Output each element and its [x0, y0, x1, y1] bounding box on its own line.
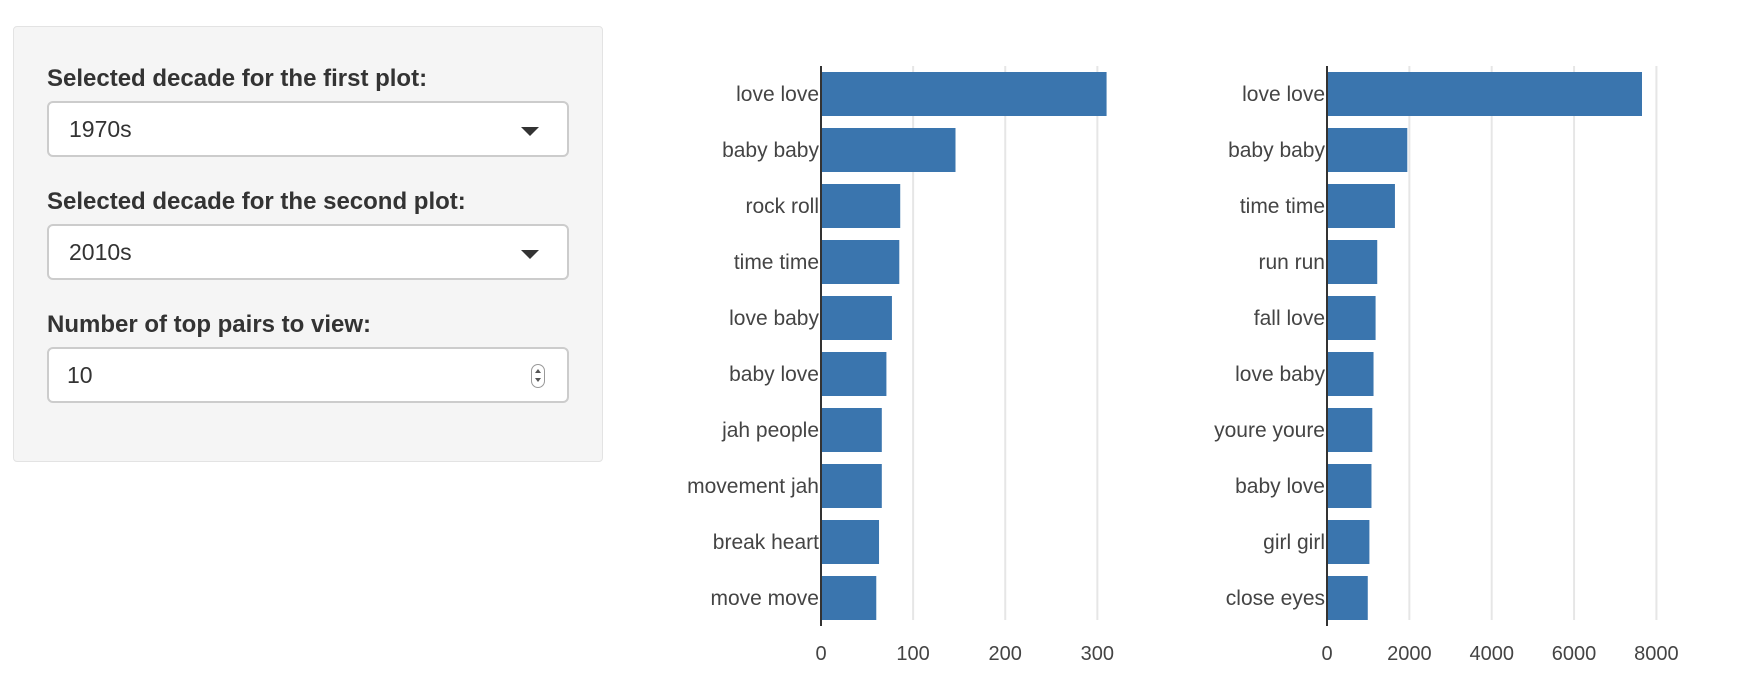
- category-label: move move: [710, 587, 819, 610]
- first-plot-decade-select[interactable]: 1970s: [47, 101, 569, 157]
- first-decade-chart-svg: love love baby baby rock roll time time love…: [687, 66, 1114, 665]
- x-tick-label: 4000: [1469, 643, 1514, 665]
- x-tick-label: 8000: [1634, 643, 1679, 665]
- bar-rock-roll: [821, 184, 901, 228]
- category-label: love baby: [1235, 363, 1325, 386]
- bar-run-run: [1327, 240, 1378, 284]
- bar-baby-love: [821, 352, 887, 396]
- category-label: baby baby: [1228, 139, 1325, 162]
- category-label: baby love: [1235, 475, 1325, 498]
- category-label: time time: [1240, 195, 1325, 218]
- category-label: jah people: [721, 419, 819, 442]
- bar-baby-love: [1327, 464, 1372, 508]
- bar-baby-baby: [1327, 128, 1408, 172]
- x-tick-label: 6000: [1552, 643, 1597, 665]
- spin-down-icon[interactable]: [535, 378, 541, 382]
- bar-baby-baby: [821, 128, 956, 172]
- bar-love-love: [1327, 72, 1642, 116]
- bar-girl-girl: [1327, 520, 1370, 564]
- second-decade-bar-chart: love love baby baby time time run run fall l…: [1160, 0, 1680, 688]
- bar-jah-people: [821, 408, 882, 452]
- number-spinner-icon[interactable]: [531, 364, 545, 388]
- x-tick-label: 200: [989, 643, 1022, 665]
- category-label: girl girl: [1263, 531, 1325, 554]
- bar-love-baby: [821, 296, 892, 340]
- spin-up-icon[interactable]: [535, 369, 541, 373]
- category-label: youre youre: [1214, 419, 1325, 442]
- category-label: baby baby: [722, 139, 819, 162]
- x-tick-label: 0: [1321, 643, 1332, 665]
- category-label: run run: [1258, 251, 1325, 274]
- bar-time-time: [821, 240, 900, 284]
- x-tick-label: 300: [1081, 643, 1114, 665]
- bar-move-move: [821, 576, 877, 620]
- first-plot-decade-value: 1970s: [69, 116, 132, 142]
- category-label: movement jah: [687, 475, 819, 498]
- bar-love-love: [821, 72, 1107, 116]
- top-pairs-field[interactable]: [47, 347, 569, 403]
- category-label: love love: [1242, 83, 1325, 106]
- first-plot-label: Selected decade for the first plot:: [47, 65, 428, 92]
- second-plot-label: Selected decade for the second plot:: [47, 188, 466, 215]
- input-panel: Selected decade for the first plot: 1970…: [13, 26, 603, 462]
- second-decade-chart-svg: love love baby baby time time run run fall l…: [1214, 66, 1679, 665]
- x-tick-label: 0: [815, 643, 826, 665]
- category-label: rock roll: [745, 195, 819, 218]
- bar-fall-love: [1327, 296, 1376, 340]
- second-plot-decade-value: 2010s: [69, 239, 132, 265]
- chevron-down-icon: [521, 250, 539, 259]
- category-label: baby love: [729, 363, 819, 386]
- bar-time-time: [1327, 184, 1395, 228]
- bar-love-baby: [1327, 352, 1374, 396]
- x-tick-label: 2000: [1387, 643, 1432, 665]
- category-label: time time: [734, 251, 819, 274]
- second-plot-decade-select[interactable]: 2010s: [47, 224, 569, 280]
- top-pairs-input[interactable]: [67, 359, 507, 391]
- chevron-down-icon: [521, 127, 539, 136]
- bar-break-heart: [821, 520, 880, 564]
- bar-youre-youre: [1327, 408, 1373, 452]
- x-tick-label: 100: [896, 643, 929, 665]
- top-pairs-label: Number of top pairs to view:: [47, 311, 372, 338]
- category-label: love love: [736, 83, 819, 106]
- category-label: fall love: [1254, 307, 1325, 330]
- category-label: close eyes: [1226, 587, 1325, 610]
- category-label: love baby: [729, 307, 819, 330]
- bar-close-eyes: [1327, 576, 1368, 620]
- first-decade-bar-chart: love love baby baby rock roll time time love…: [650, 0, 1120, 688]
- bar-movement-jah: [821, 464, 882, 508]
- category-label: break heart: [713, 531, 819, 554]
